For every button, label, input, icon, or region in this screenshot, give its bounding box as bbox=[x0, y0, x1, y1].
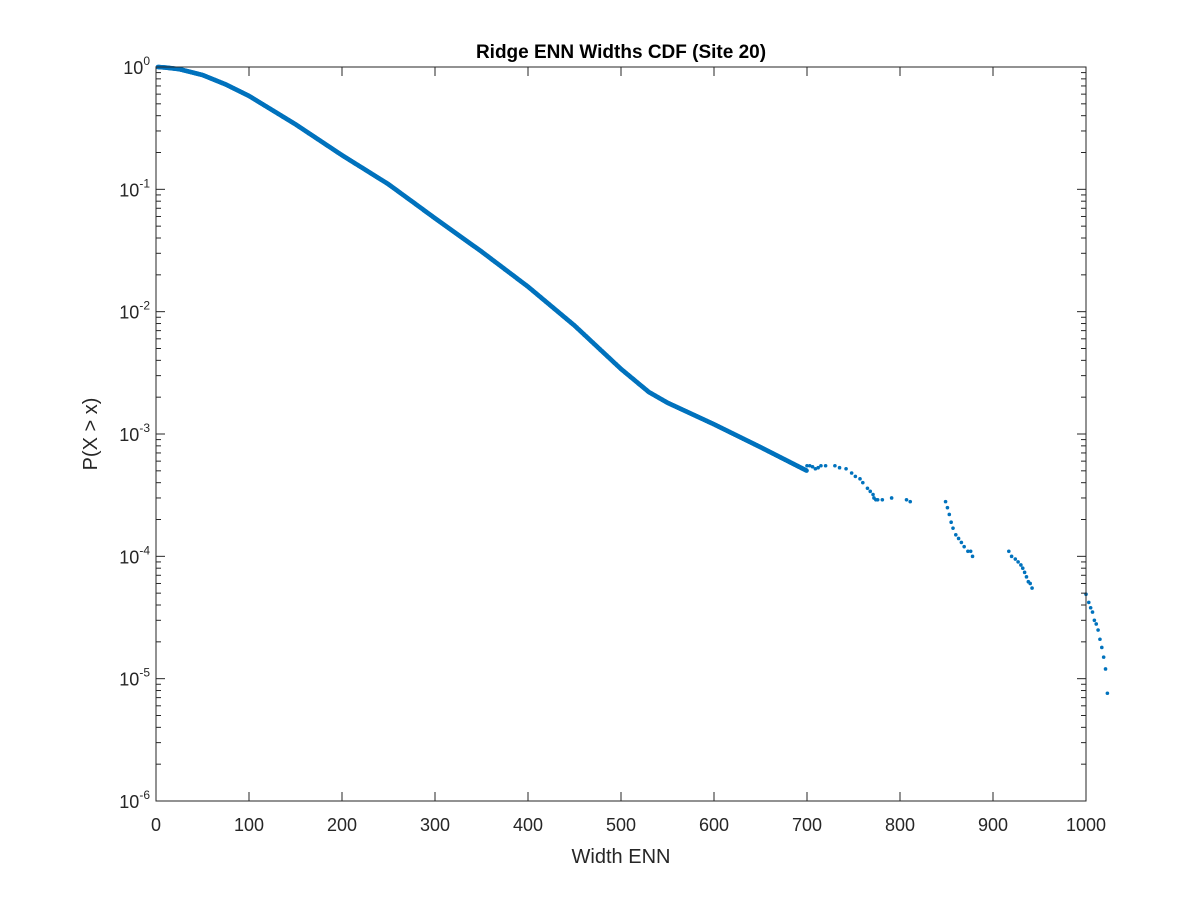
data-point bbox=[970, 554, 975, 559]
data-point bbox=[1013, 557, 1018, 561]
data-point bbox=[1090, 610, 1095, 614]
x-tick-label: 600 bbox=[699, 815, 729, 835]
data-point bbox=[868, 489, 873, 494]
y-tick-label: 10-2 bbox=[119, 299, 150, 323]
data-point bbox=[804, 468, 809, 473]
x-tick-label: 0 bbox=[151, 815, 161, 835]
data-point bbox=[853, 474, 858, 479]
x-tick-label: 300 bbox=[420, 815, 450, 835]
data-point bbox=[904, 497, 909, 502]
data-point bbox=[1024, 575, 1029, 579]
data-point bbox=[1086, 600, 1091, 605]
data-point bbox=[1100, 645, 1104, 650]
x-tick-label: 200 bbox=[327, 815, 357, 835]
data-point bbox=[954, 532, 958, 537]
data-point bbox=[858, 477, 862, 481]
data-point bbox=[807, 463, 812, 468]
data-point bbox=[823, 463, 828, 468]
x-tick-label: 1000 bbox=[1066, 815, 1106, 835]
data-point bbox=[945, 505, 950, 510]
x-tick-label: 800 bbox=[885, 815, 915, 835]
y-tick-label: 10-3 bbox=[119, 421, 150, 445]
data-point bbox=[908, 499, 913, 504]
data-point bbox=[968, 549, 973, 554]
data-point bbox=[1094, 622, 1099, 626]
data-point bbox=[875, 497, 880, 502]
data-point bbox=[1088, 605, 1093, 610]
x-axis: 0 100 200 300 400 500 600 700 800 900 1000 bbox=[151, 67, 1106, 835]
x-tick-label: 700 bbox=[792, 815, 822, 835]
data-point bbox=[947, 512, 952, 517]
data-point bbox=[865, 486, 870, 491]
data-point bbox=[1028, 581, 1032, 586]
data-point bbox=[962, 544, 966, 549]
y-tick-label: 10-1 bbox=[119, 176, 150, 200]
data-point bbox=[810, 464, 815, 469]
data-point bbox=[1103, 667, 1108, 671]
data-point bbox=[1019, 563, 1023, 567]
x-axis-label: Width ENN bbox=[572, 846, 671, 868]
plot-area bbox=[155, 64, 1110, 696]
data-point bbox=[966, 549, 970, 554]
data-point bbox=[813, 466, 818, 471]
y-axis-label: P(X > x) bbox=[80, 398, 102, 471]
data-point bbox=[1016, 560, 1020, 564]
x-tick-label: 400 bbox=[513, 815, 543, 835]
chart-title: Ridge ENN Widths CDF (Site 20) bbox=[476, 42, 766, 63]
data-point bbox=[1098, 637, 1102, 642]
data-point bbox=[956, 536, 961, 541]
data-point bbox=[844, 466, 848, 471]
data-point bbox=[833, 463, 837, 468]
data-point bbox=[837, 465, 842, 470]
y-tick-label: 100 bbox=[123, 54, 150, 78]
data-point bbox=[949, 520, 953, 525]
data-point bbox=[1030, 586, 1034, 590]
y-tick-label: 10-4 bbox=[119, 543, 150, 567]
y-tick-label: 10-5 bbox=[119, 666, 150, 690]
data-point bbox=[1007, 549, 1011, 554]
data-point bbox=[1105, 691, 1110, 696]
data-point bbox=[943, 499, 948, 504]
data-point bbox=[849, 471, 854, 475]
data-point bbox=[1092, 618, 1097, 623]
y-tick-label: 10-6 bbox=[119, 788, 150, 812]
data-point bbox=[1096, 628, 1100, 632]
data-point bbox=[816, 465, 820, 470]
data-point bbox=[889, 496, 894, 500]
data-point bbox=[959, 540, 964, 545]
data-point bbox=[1009, 554, 1014, 559]
data-point bbox=[819, 463, 823, 468]
x-tick-label: 100 bbox=[234, 815, 264, 835]
data-point bbox=[861, 480, 865, 485]
data-point bbox=[805, 463, 809, 468]
data-point bbox=[1101, 655, 1106, 659]
data-point bbox=[951, 526, 955, 530]
y-axis: 10-6 10-5 10-4 10-3 10-2 10-1 100 bbox=[119, 54, 1086, 812]
data-point bbox=[871, 492, 875, 497]
x-tick-label: 900 bbox=[978, 815, 1008, 835]
data-point bbox=[1020, 566, 1025, 570]
x-tick-label: 500 bbox=[606, 815, 636, 835]
data-point bbox=[1022, 570, 1027, 575]
data-point bbox=[880, 497, 885, 502]
